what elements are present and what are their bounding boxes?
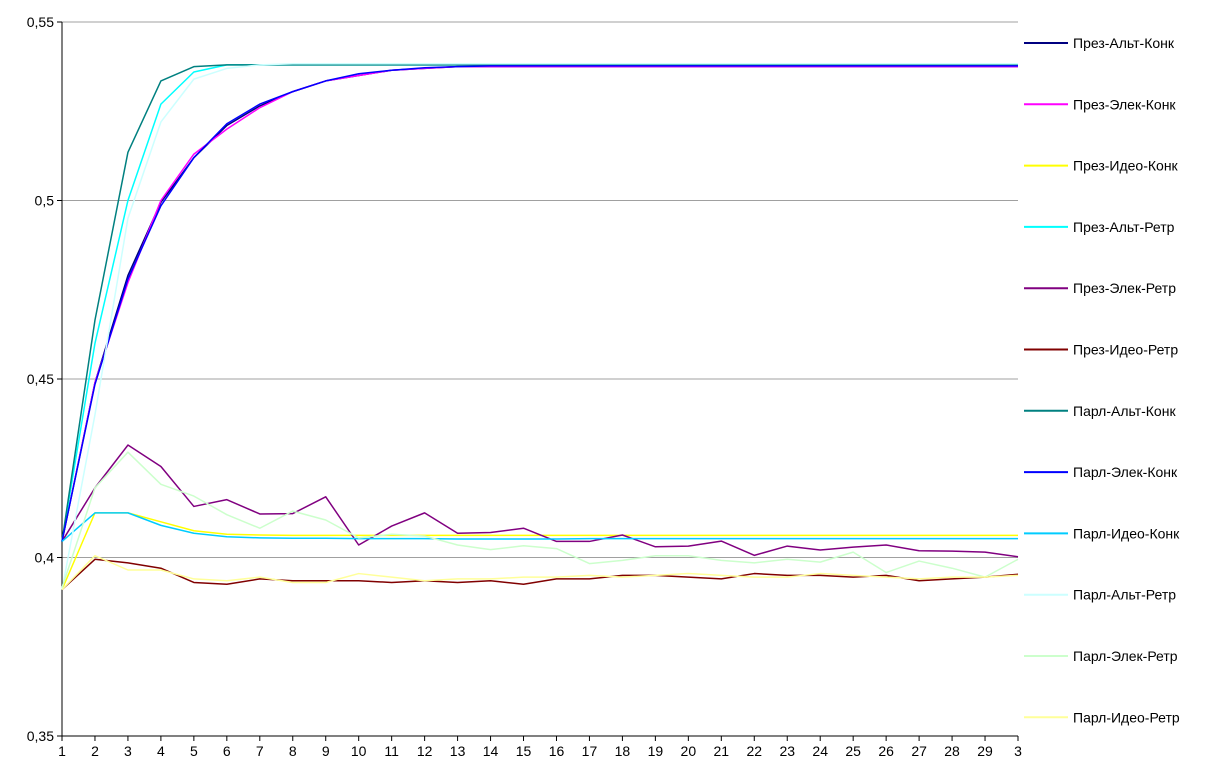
legend-label: Парл-Идео-Ретр [1073,709,1180,725]
x-tick-label: 23 [779,743,795,759]
legend: През-Альт-Конк През-Элек-Конк През-Идео-Ко… [1024,35,1180,725]
x-tick-label: 21 [714,743,730,759]
x-tick-label: 3 [1014,743,1022,759]
axes [57,21,1019,741]
series-line-11 [61,451,1019,589]
series-line-8 [61,65,1018,542]
x-tick-label: 24 [812,743,828,759]
x-tick-label: 7 [256,743,264,759]
x-tick-label: 25 [845,743,861,759]
gridlines [62,21,1018,558]
y-tick-label: 0,35 [27,728,54,744]
x-tick-label: 16 [549,743,565,759]
series-line-2 [61,65,1018,542]
legend-label: През-Идео-Ретр [1073,342,1178,358]
x-tick-label: 19 [648,743,664,759]
x-tick-label: 12 [417,743,433,759]
x-tick-label: 28 [944,743,960,759]
x-tick-label: 4 [157,743,165,759]
x-tick-label: 13 [450,743,466,759]
series-line-12 [61,554,1019,591]
series-line-4 [61,64,1018,542]
series-line-6 [61,558,1019,591]
x-tick-label: 1 [58,743,66,759]
x-tick-label: 17 [582,743,598,759]
x-tick-label: 2 [91,743,99,759]
x-tick-label: 26 [878,743,894,759]
legend-label: Парл-Элек-Ретр [1073,648,1178,664]
series-line-10 [61,63,1018,590]
legend-label: През-Альт-Конк [1073,35,1175,51]
legend-label: Парл-Элек-Конк [1073,464,1178,480]
x-tick-label: 15 [516,743,532,759]
series-line-7 [61,64,1018,542]
x-tick-label: 10 [351,743,367,759]
x-tick-label: 14 [483,743,499,759]
x-tick-label: 22 [746,743,762,759]
y-tick-label: 0,55 [27,14,54,30]
legend-label: През-Элек-Конк [1073,96,1176,112]
series-line-3 [61,512,1018,590]
legend-label: Парл-Альт-Конк [1073,403,1176,419]
legend-label: Парл-Идео-Конк [1073,525,1180,541]
legend-label: През-Альт-Ретр [1073,219,1175,235]
series-line-5 [61,444,1019,558]
x-tick-label: 18 [615,743,631,759]
x-tick-label: 6 [223,743,231,759]
legend-label: През-Элек-Ретр [1073,280,1176,296]
x-tick-label: 9 [322,743,330,759]
legend-label: През-Идео-Конк [1073,158,1179,174]
y-tick-label: 0,5 [35,193,55,209]
series-line-1 [61,65,1018,542]
x-tick-label: 8 [289,743,297,759]
y-tick-label: 0,4 [35,550,55,566]
x-tick-label: 27 [911,743,927,759]
series-line-9 [61,512,1018,542]
legend-label: Парл-Альт-Ретр [1073,587,1176,603]
x-tick-label: 20 [681,743,697,759]
y-tick-label: 0,45 [27,371,54,387]
tick-labels: 0,350,40,450,50,551 2 3 4 5 6 7 8 9 10 11 12 13 14 15 1… [27,14,1022,759]
series-lines [61,63,1019,591]
x-tick-label: 3 [124,743,132,759]
x-tick-label: 5 [190,743,198,759]
x-tick-label: 11 [384,743,399,759]
x-tick-label: 29 [977,743,993,759]
